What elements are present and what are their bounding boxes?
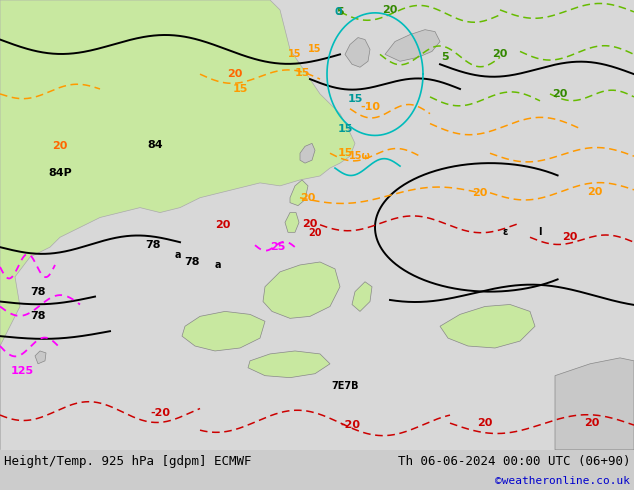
- Text: 0: 0: [334, 7, 342, 17]
- Text: 125: 125: [10, 366, 34, 376]
- Text: 15: 15: [347, 94, 363, 104]
- Polygon shape: [0, 0, 355, 450]
- Text: 84P: 84P: [48, 168, 72, 178]
- Text: 20: 20: [552, 89, 567, 99]
- Text: 15: 15: [232, 84, 248, 94]
- Text: 20: 20: [228, 69, 243, 79]
- Text: 78: 78: [145, 240, 161, 250]
- Text: -10: -10: [360, 102, 380, 112]
- Text: 84: 84: [147, 140, 163, 150]
- Text: 5: 5: [336, 7, 344, 17]
- Polygon shape: [345, 38, 370, 67]
- Text: Height/Temp. 925 hPa [gdpm] ECMWF: Height/Temp. 925 hPa [gdpm] ECMWF: [4, 455, 252, 467]
- Text: a: a: [215, 260, 221, 270]
- Polygon shape: [182, 312, 265, 351]
- Polygon shape: [263, 262, 340, 318]
- Polygon shape: [35, 351, 46, 364]
- Text: 20: 20: [472, 188, 488, 198]
- Polygon shape: [300, 144, 315, 163]
- Text: 15: 15: [294, 68, 309, 78]
- Text: 78: 78: [184, 257, 200, 267]
- Text: l: l: [538, 227, 541, 237]
- Text: 7E7B: 7E7B: [331, 381, 359, 391]
- Text: 15: 15: [308, 45, 321, 54]
- Text: 20: 20: [302, 220, 318, 229]
- Polygon shape: [352, 282, 372, 312]
- Text: Th 06-06-2024 00:00 UTC (06+90): Th 06-06-2024 00:00 UTC (06+90): [398, 455, 630, 467]
- Text: -20: -20: [150, 408, 170, 418]
- Text: 25: 25: [270, 242, 286, 252]
- Text: 20: 20: [585, 418, 600, 428]
- Text: 20: 20: [216, 220, 231, 230]
- Polygon shape: [248, 351, 330, 378]
- Polygon shape: [385, 30, 440, 61]
- Text: 20: 20: [587, 187, 603, 197]
- Text: 15: 15: [337, 148, 353, 158]
- Text: 15ω: 15ω: [349, 151, 371, 161]
- Text: 78: 78: [30, 311, 46, 321]
- Text: 20: 20: [308, 228, 321, 238]
- Text: ε: ε: [502, 227, 508, 237]
- Text: ©weatheronline.co.uk: ©weatheronline.co.uk: [495, 476, 630, 486]
- Text: 20: 20: [301, 193, 316, 203]
- Text: 20: 20: [562, 232, 578, 242]
- Polygon shape: [440, 304, 535, 348]
- Polygon shape: [290, 180, 308, 206]
- Text: 20: 20: [53, 141, 68, 151]
- Text: 5: 5: [441, 52, 449, 62]
- Text: 15: 15: [288, 49, 302, 59]
- Text: a: a: [175, 250, 181, 260]
- Text: 20: 20: [382, 5, 398, 15]
- Text: 15: 15: [337, 123, 353, 133]
- Text: 20: 20: [493, 49, 508, 59]
- Text: -20: -20: [340, 420, 360, 430]
- Text: 20: 20: [477, 418, 493, 428]
- Text: 78: 78: [30, 287, 46, 296]
- Polygon shape: [285, 213, 299, 232]
- Polygon shape: [555, 358, 634, 450]
